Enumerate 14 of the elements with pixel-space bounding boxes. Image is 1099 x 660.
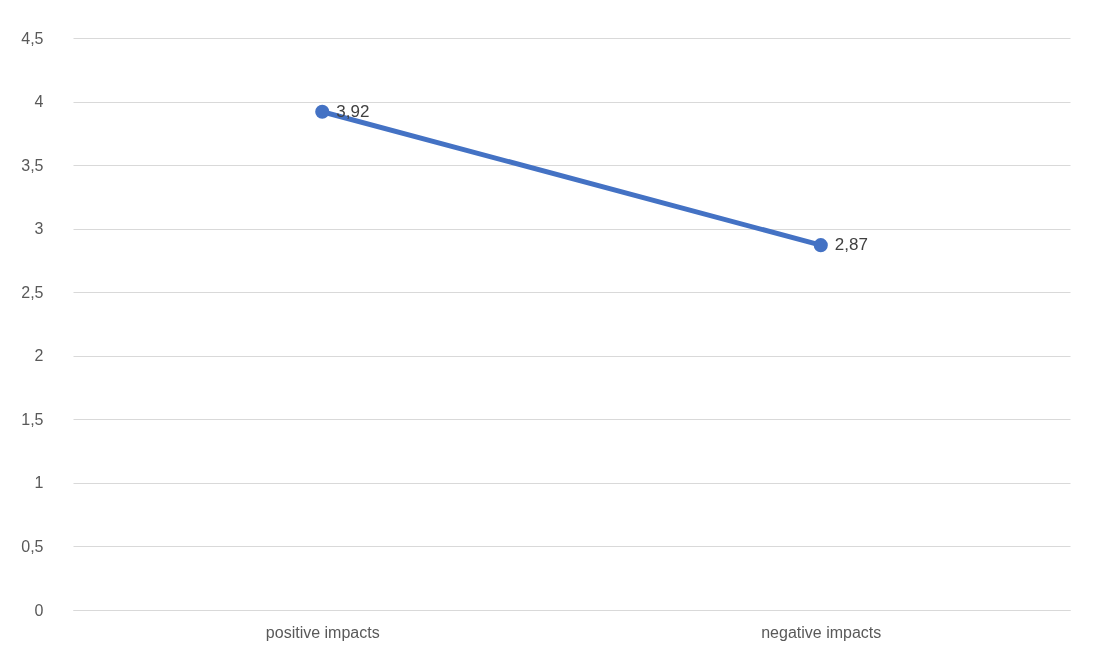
y-tick-label: 2,5	[21, 283, 44, 301]
data-label: 3,92	[336, 101, 370, 121]
y-tick-label: 4	[34, 93, 44, 111]
y-tick-label: 4,5	[21, 29, 44, 47]
x-tick-label: positive impacts	[265, 623, 380, 641]
y-tick-label: 1	[34, 474, 44, 492]
y-tick-label: 3	[34, 220, 44, 238]
y-tick-label: 0,5	[21, 537, 44, 555]
y-tick-label: 3,5	[21, 156, 44, 174]
x-tick-label: negative impacts	[761, 623, 882, 641]
y-tick-label: 0	[34, 601, 44, 619]
data-label: 2,87	[834, 235, 868, 255]
y-tick-label: 2	[34, 347, 44, 365]
y-tick-label: 1,5	[21, 410, 44, 428]
